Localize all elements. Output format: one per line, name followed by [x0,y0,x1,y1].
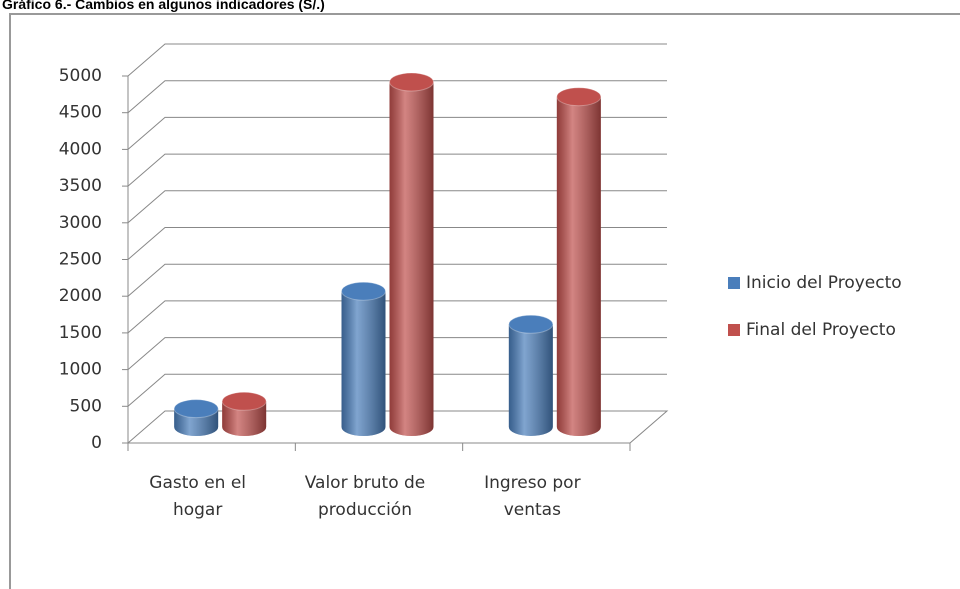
bar-top [556,87,602,107]
y-tick-label: 4000 [59,139,102,159]
legend-label: Final del Proyecto [746,320,896,340]
y-tick-label: 500 [70,396,102,416]
grid-line [127,116,667,150]
grid-line [127,80,667,114]
bar-top [173,399,219,419]
bar-shade [222,401,267,437]
grid-line [127,300,667,334]
x-tick-label: Ingreso por ventas [484,473,581,520]
chart-frame [9,13,960,589]
legend-swatch [728,324,740,336]
grid-line [127,227,667,260]
y-tick-label: 1500 [59,323,102,343]
grid-line [127,153,667,187]
chart-title: Gráfico 6.- Cambios en algunos indicador… [2,0,325,12]
x-tick-label: Gasto en el hogar [149,473,247,520]
legend-label: Inicio del Proyecto [746,273,902,293]
bar-top [221,391,267,411]
bar-top [508,314,554,334]
x-tick-label: Valor bruto de producción [304,473,426,520]
bar-shade [341,291,386,437]
y-tick-label: 3500 [59,176,102,196]
grid-line [127,190,667,224]
y-tick-label: 1000 [59,360,102,380]
bar-shade [508,324,553,436]
bar-shade [389,82,434,437]
grid-line [127,43,667,77]
legend-swatch [728,277,740,289]
y-tick-label: 2000 [59,286,102,306]
bar-top [389,72,434,92]
y-tick-label: 0 [91,433,102,453]
grid-line [127,337,667,370]
grid-line [127,373,667,407]
y-tick-label: 4500 [59,103,102,123]
bar-shade [556,96,601,437]
y-tick-label: 2500 [59,250,102,270]
grid-line [127,410,667,444]
y-tick-label: 3000 [59,213,102,233]
grid-line [127,263,667,297]
y-tick-label: 5000 [59,66,102,86]
bar-top [341,281,386,301]
